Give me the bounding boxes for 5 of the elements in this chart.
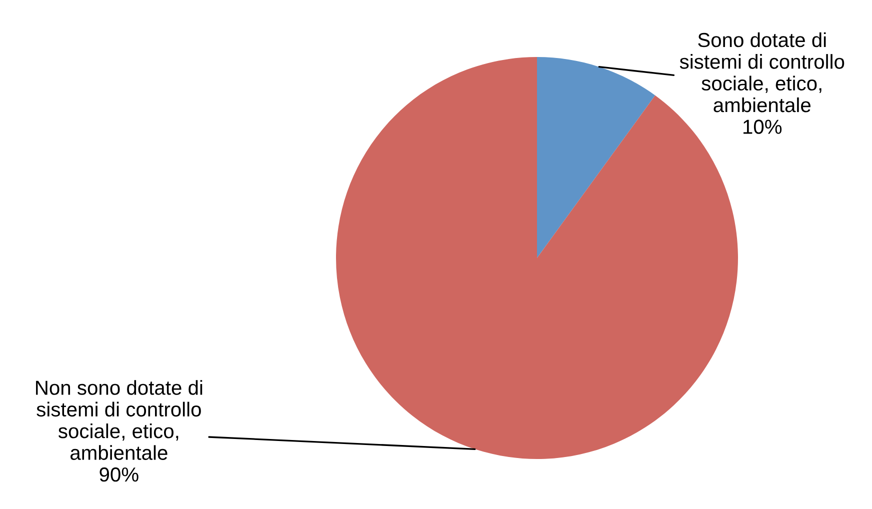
data-label: 10% bbox=[744, 120, 782, 134]
slice-label: Sono dotate di sistemi di controllo sociale, etico, ambientale bbox=[680, 32, 844, 112]
data-label: 90% bbox=[100, 467, 138, 482]
pie-slice bbox=[537, 57, 656, 258]
slice-label: Non sono dotate di sistemi di controllo sociale, etico, ambientale bbox=[36, 380, 202, 460]
